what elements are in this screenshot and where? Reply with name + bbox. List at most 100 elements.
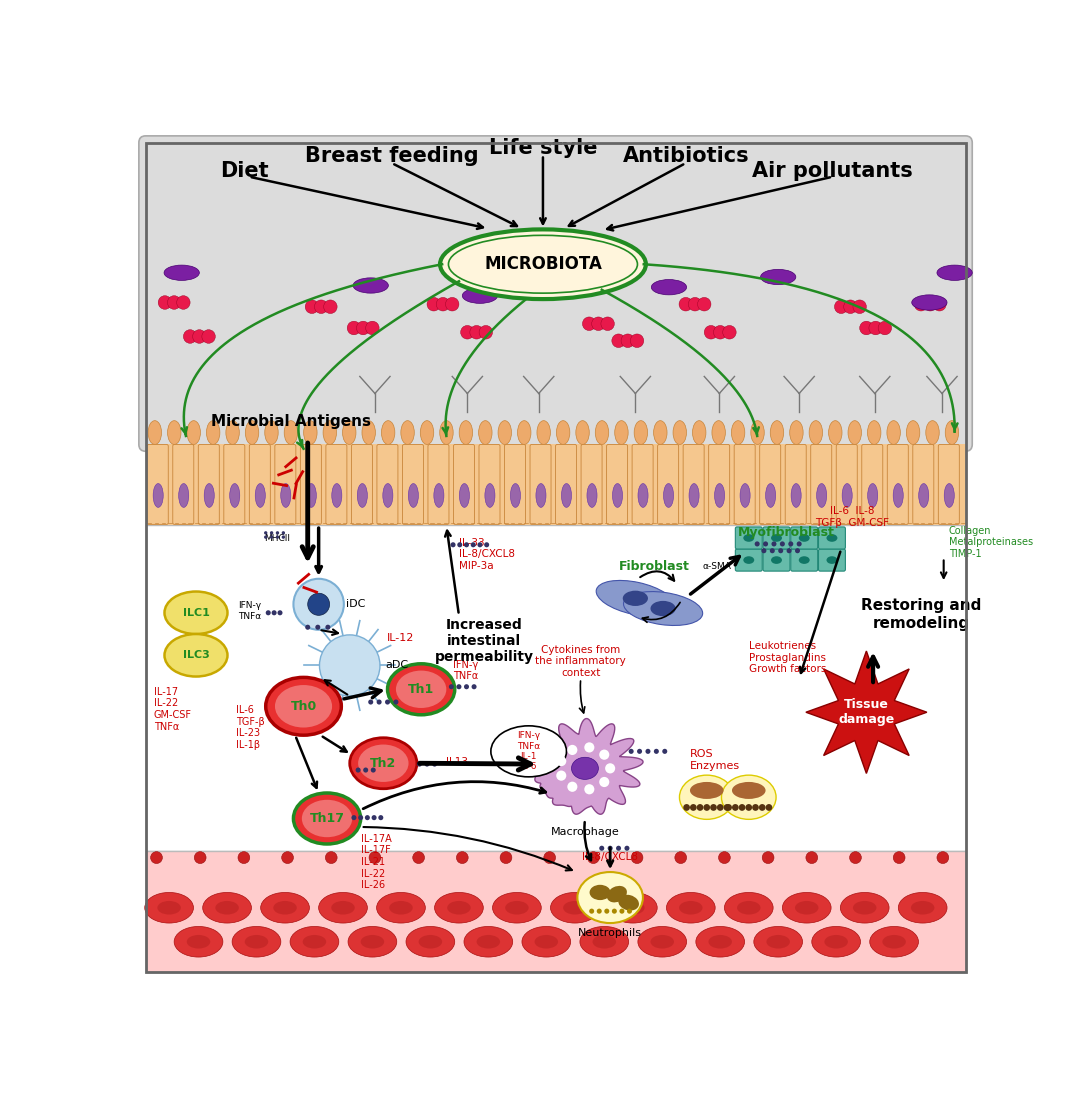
Text: IL-17
IL-22
GM-CSF
TNFα: IL-17 IL-22 GM-CSF TNFα xyxy=(154,687,192,732)
Bar xyxy=(145,445,966,526)
FancyBboxPatch shape xyxy=(555,445,577,524)
Circle shape xyxy=(369,851,380,863)
Circle shape xyxy=(270,535,273,539)
Circle shape xyxy=(738,804,746,810)
Circle shape xyxy=(787,549,791,553)
FancyBboxPatch shape xyxy=(147,445,168,524)
Ellipse shape xyxy=(361,935,384,948)
Ellipse shape xyxy=(179,484,189,508)
Ellipse shape xyxy=(724,892,773,923)
Circle shape xyxy=(645,749,650,754)
FancyBboxPatch shape xyxy=(581,445,602,524)
Text: MICROBIOTA: MICROBIOTA xyxy=(485,255,602,274)
FancyBboxPatch shape xyxy=(607,445,628,524)
Text: Microbial Antigens: Microbial Antigens xyxy=(211,414,371,429)
Ellipse shape xyxy=(302,935,326,948)
Ellipse shape xyxy=(492,892,541,923)
Circle shape xyxy=(427,297,440,311)
Ellipse shape xyxy=(709,935,732,948)
Ellipse shape xyxy=(164,265,199,280)
Circle shape xyxy=(306,625,310,629)
Circle shape xyxy=(456,684,462,689)
Circle shape xyxy=(795,549,800,553)
Text: Tissue
damage: Tissue damage xyxy=(838,698,894,726)
FancyBboxPatch shape xyxy=(735,527,762,549)
Text: IL13: IL13 xyxy=(447,756,468,766)
Ellipse shape xyxy=(409,484,418,508)
Circle shape xyxy=(449,684,454,689)
Ellipse shape xyxy=(771,556,782,564)
Circle shape xyxy=(500,851,512,863)
Ellipse shape xyxy=(586,484,597,508)
FancyBboxPatch shape xyxy=(888,445,908,524)
Ellipse shape xyxy=(840,892,889,923)
Text: Life style: Life style xyxy=(489,138,597,158)
FancyBboxPatch shape xyxy=(300,445,321,524)
Circle shape xyxy=(723,326,736,339)
Circle shape xyxy=(770,549,775,553)
Text: IL-12: IL-12 xyxy=(386,634,414,644)
Ellipse shape xyxy=(650,601,675,616)
Circle shape xyxy=(725,804,732,810)
Ellipse shape xyxy=(535,484,546,508)
Circle shape xyxy=(675,851,686,863)
Ellipse shape xyxy=(153,484,164,508)
Circle shape xyxy=(924,297,937,311)
Ellipse shape xyxy=(464,926,513,957)
Circle shape xyxy=(446,297,459,311)
Circle shape xyxy=(589,909,594,914)
Ellipse shape xyxy=(816,484,827,508)
Ellipse shape xyxy=(753,926,802,957)
Ellipse shape xyxy=(689,782,724,799)
Ellipse shape xyxy=(744,534,754,542)
FancyBboxPatch shape xyxy=(763,527,790,549)
Ellipse shape xyxy=(680,775,734,819)
Circle shape xyxy=(619,909,624,914)
Circle shape xyxy=(485,542,489,548)
Ellipse shape xyxy=(498,421,512,445)
Circle shape xyxy=(372,815,376,820)
FancyBboxPatch shape xyxy=(913,445,933,524)
Polygon shape xyxy=(805,651,927,774)
Text: IFN-γ
TNFα: IFN-γ TNFα xyxy=(238,602,261,620)
Ellipse shape xyxy=(899,892,947,923)
Ellipse shape xyxy=(732,782,765,799)
Ellipse shape xyxy=(294,793,361,843)
Text: Neutrophils: Neutrophils xyxy=(578,928,642,938)
Ellipse shape xyxy=(580,926,629,957)
Ellipse shape xyxy=(245,421,259,445)
Ellipse shape xyxy=(273,901,297,914)
Circle shape xyxy=(469,326,483,339)
Ellipse shape xyxy=(382,421,395,445)
Text: ILC1: ILC1 xyxy=(182,608,209,618)
Circle shape xyxy=(151,851,163,863)
Ellipse shape xyxy=(751,421,764,445)
Ellipse shape xyxy=(799,556,810,564)
Circle shape xyxy=(683,804,689,810)
Circle shape xyxy=(805,851,817,863)
Circle shape xyxy=(567,782,578,792)
Ellipse shape xyxy=(332,484,341,508)
Ellipse shape xyxy=(638,484,648,508)
FancyBboxPatch shape xyxy=(428,445,449,524)
Ellipse shape xyxy=(578,872,643,923)
FancyBboxPatch shape xyxy=(223,445,245,524)
Circle shape xyxy=(325,851,337,863)
Ellipse shape xyxy=(204,484,215,508)
Circle shape xyxy=(835,300,848,314)
FancyBboxPatch shape xyxy=(836,445,857,524)
Ellipse shape xyxy=(460,484,469,508)
FancyBboxPatch shape xyxy=(326,445,347,524)
FancyBboxPatch shape xyxy=(172,445,194,524)
Ellipse shape xyxy=(522,926,570,957)
Ellipse shape xyxy=(556,421,570,445)
Circle shape xyxy=(630,333,644,348)
Text: IL-6  IL-8
TGFβ  GM-CSF: IL-6 IL-8 TGFβ GM-CSF xyxy=(815,506,889,528)
Ellipse shape xyxy=(596,581,674,616)
Text: Increased
intestinal
permeability: Increased intestinal permeability xyxy=(435,617,533,664)
Ellipse shape xyxy=(867,421,881,445)
Ellipse shape xyxy=(260,892,309,923)
Text: IFN-γ
TNFα
IL-1
IL-6: IFN-γ TNFα IL-1 IL-6 xyxy=(517,731,540,772)
Text: Leukotrienes
Prostaglandins
Growth factors: Leukotrienes Prostaglandins Growth facto… xyxy=(749,641,826,675)
FancyBboxPatch shape xyxy=(785,445,806,524)
